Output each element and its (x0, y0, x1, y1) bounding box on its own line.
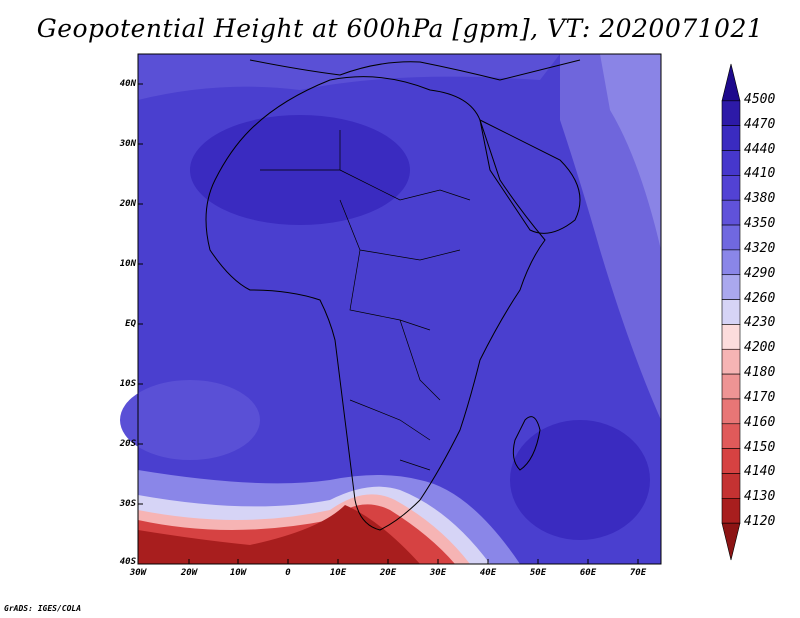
lon-label: 40E (479, 568, 497, 578)
colorbar-segment (721, 348, 741, 375)
lat-label: 20S (119, 439, 136, 449)
height-field-northeast-light (600, 54, 661, 250)
lon-label: 30W (129, 568, 147, 578)
colorbar-label: 4410 (744, 166, 776, 182)
lat-label: 20N (119, 199, 136, 209)
colorbar-segment (721, 498, 741, 524)
colorbar-segment (721, 199, 741, 226)
lon-label: 70E (629, 568, 647, 578)
lon-label: 20E (379, 568, 397, 578)
colorbar-segment (721, 373, 741, 400)
plot-border (137, 53, 662, 565)
colorbar-label: 4150 (744, 439, 776, 455)
colorbar-label: 4160 (744, 414, 776, 430)
lon-label: 20W (180, 568, 198, 578)
colorbar-segment (721, 249, 741, 276)
colorbar-segment (721, 274, 741, 300)
colorbar-segment (721, 150, 741, 176)
colorbar-segment (721, 299, 741, 325)
colorbar-label: 4260 (744, 290, 776, 306)
lon-label: 60E (579, 568, 597, 578)
colorbar-segment (721, 224, 741, 251)
colorbar-label: 4470 (744, 116, 776, 132)
colorbar-label: 4180 (744, 365, 776, 381)
map-title: Geopotential Height at 600hPa [gpm], VT:… (36, 14, 764, 43)
colorbar-label: 4350 (744, 216, 776, 232)
colorbar-label: 4140 (744, 464, 776, 480)
colorbar-label: 4130 (744, 489, 776, 505)
lat-label: 40N (119, 79, 136, 89)
lon-label: 50E (529, 568, 547, 578)
country-borders (260, 130, 471, 471)
lat-label: 30S (119, 499, 136, 509)
colorbar-label: 4500 (744, 91, 776, 107)
colorbar-label: 4290 (744, 265, 776, 281)
colorbar-segment (721, 63, 741, 102)
lon-label: 0 (285, 568, 291, 578)
madagascar-coastline (512, 416, 541, 471)
colorbar-label: 4320 (744, 240, 776, 256)
colorbar-label: 4440 (744, 141, 776, 157)
lat-label: 10N (119, 259, 136, 269)
colorbar-label: 4120 (744, 514, 776, 530)
colorbar-label: 4230 (744, 315, 776, 331)
africa-coastline (205, 76, 546, 531)
colorbar-label: 4380 (744, 191, 776, 207)
axis-ticks (138, 83, 639, 564)
arabia-coastline (479, 119, 581, 234)
colorbar-segment (721, 175, 741, 201)
lat-label: 30N (119, 139, 136, 149)
height-field-atlantic (120, 380, 260, 460)
credit-text: GrADS: IGES/COLA (4, 604, 82, 613)
colorbar-segment (721, 448, 741, 474)
lon-label: 10W (229, 568, 247, 578)
colorbar-segment (721, 522, 741, 561)
colorbar-segment (721, 423, 741, 449)
height-field-south-band-5 (138, 505, 420, 564)
colorbar (721, 63, 741, 561)
colorbar-label: 4200 (744, 340, 776, 356)
lat-label: 40S (119, 557, 136, 567)
lat-label: 10S (119, 379, 136, 389)
lon-label: 30E (429, 568, 447, 578)
lat-label: EQ (125, 319, 136, 329)
lon-label: 10E (329, 568, 347, 578)
colorbar-segment (721, 125, 741, 151)
colorbar-segment (721, 324, 741, 350)
colorbar-segment (721, 100, 741, 126)
colorbar-segment (721, 398, 741, 425)
height-field-indian-high (510, 420, 650, 540)
colorbar-label: 4170 (744, 389, 776, 405)
europe-coastline (249, 59, 581, 81)
colorbar-segment (721, 473, 741, 499)
